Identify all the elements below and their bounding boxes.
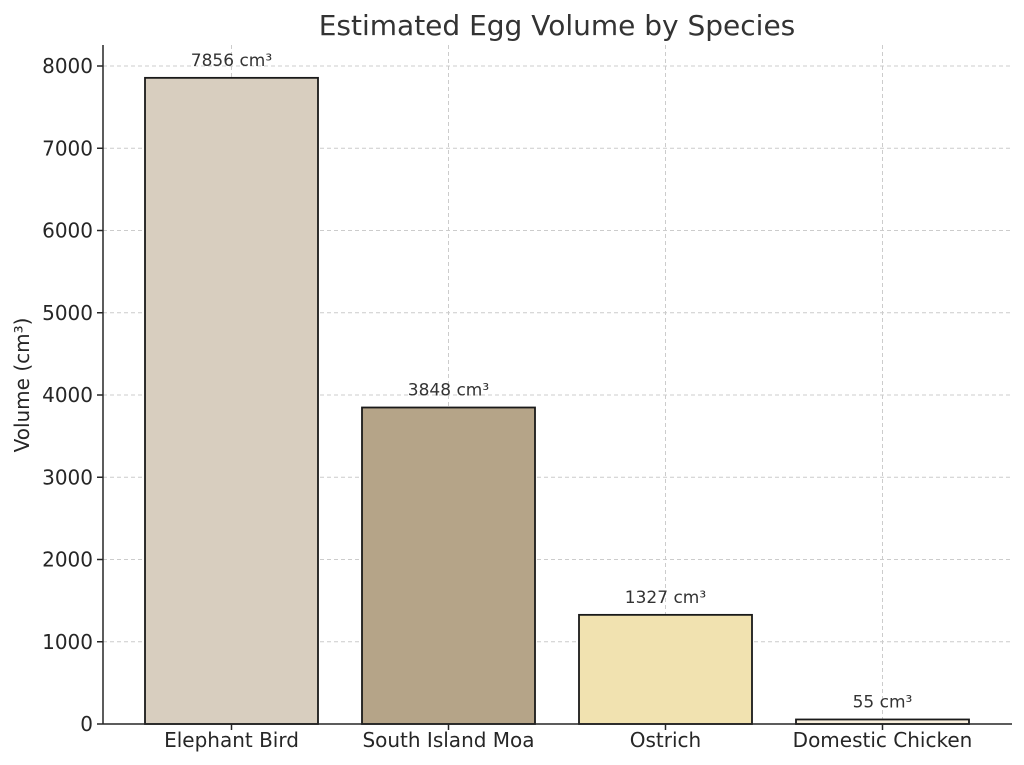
y-tick-label: 1000 bbox=[42, 630, 93, 654]
axes: 0 1000 2000 3000 4000 5000 6000 7000 8000 Elephan… bbox=[42, 45, 1012, 752]
data-label: 1327 cm³ bbox=[625, 588, 706, 608]
y-tick-label: 0 bbox=[80, 712, 93, 736]
y-tick-label: 4000 bbox=[42, 383, 93, 407]
y-tick-label: 5000 bbox=[42, 301, 93, 325]
y-tick-label: 2000 bbox=[42, 548, 93, 572]
chart-title: Estimated Egg Volume by Species bbox=[319, 9, 796, 42]
x-tick-label: South Island Moa bbox=[362, 728, 534, 752]
y-tick-label: 7000 bbox=[42, 136, 93, 160]
y-tick-label: 6000 bbox=[42, 219, 93, 243]
bar bbox=[578, 613, 753, 725]
x-tick-label: Elephant Bird bbox=[164, 728, 299, 752]
bar bbox=[361, 406, 536, 725]
x-tick-label: Domestic Chicken bbox=[793, 728, 973, 752]
y-axis-label: Volume (cm³) bbox=[10, 318, 34, 453]
x-tick-label: Ostrich bbox=[630, 728, 701, 752]
y-tick-label: 3000 bbox=[42, 465, 93, 489]
data-label: 3848 cm³ bbox=[408, 381, 489, 401]
bars bbox=[144, 76, 970, 725]
data-label: 7856 cm³ bbox=[191, 51, 272, 71]
bar bbox=[144, 76, 319, 725]
data-labels: 7856 cm³ 3848 cm³ 1327 cm³ 55 cm³ bbox=[191, 51, 913, 713]
data-label: 55 cm³ bbox=[853, 692, 913, 712]
y-tick-label: 8000 bbox=[42, 54, 93, 78]
